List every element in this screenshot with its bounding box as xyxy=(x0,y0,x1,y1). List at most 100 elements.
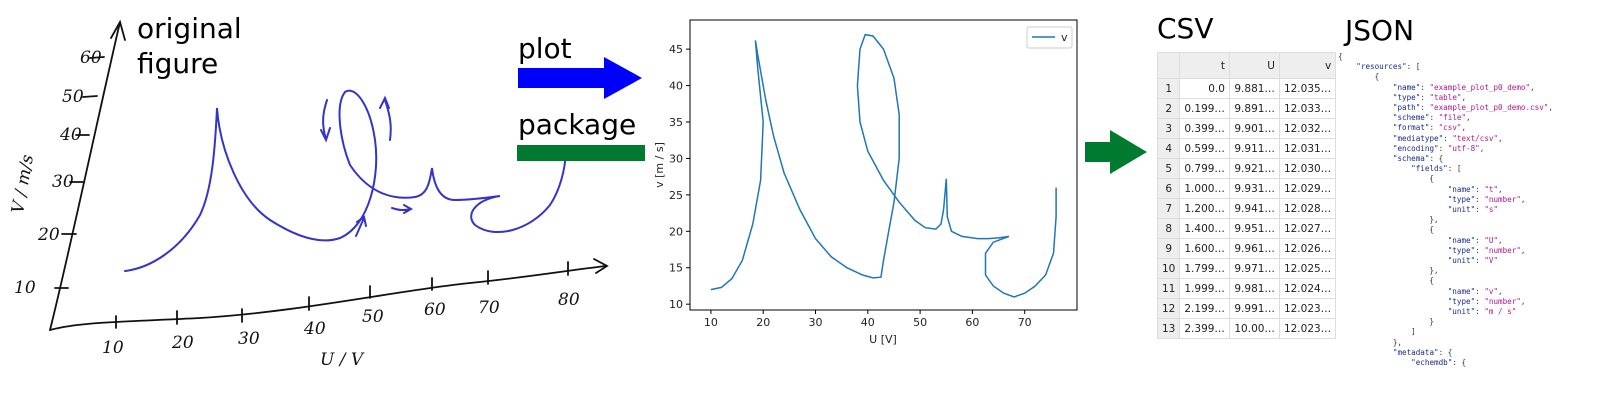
table-cell: 0.199… xyxy=(1179,98,1230,119)
x-tick-label: 70 xyxy=(1018,316,1032,329)
table-cell: 9.921… xyxy=(1228,158,1280,179)
json-line: "name": "v", xyxy=(1447,286,1503,296)
table-cell: 9.911… xyxy=(1228,138,1280,159)
json-line: ] xyxy=(1338,327,1416,337)
table-cell: 4 xyxy=(1156,138,1181,159)
json-line: "type": "number", xyxy=(1447,296,1526,306)
table-cell: 12.028… xyxy=(1278,198,1337,219)
y-tick-label: 15 xyxy=(669,262,683,275)
table-cell: 9.891… xyxy=(1228,98,1280,119)
table-cell: 1.000… xyxy=(1179,178,1230,199)
sketch-title: original xyxy=(137,12,242,45)
sketch-x-tick: 30 xyxy=(238,329,260,349)
sketch-x-tick: 60 xyxy=(424,300,446,320)
table-cell: 5 xyxy=(1156,158,1181,179)
x-tick-label: 20 xyxy=(756,316,770,329)
table-cell xyxy=(1156,52,1181,79)
table-cell: 9.991… xyxy=(1228,298,1280,319)
json-line: "type": "number", xyxy=(1447,194,1526,204)
table-row: 12 2.199… 9.991… 12.023… xyxy=(1156,298,1337,319)
json-line: "unit": "V" xyxy=(1447,256,1499,266)
json-line: "unit": "s" xyxy=(1447,205,1499,215)
y-tick-label: 25 xyxy=(669,189,683,202)
table-cell: 1.400… xyxy=(1179,218,1230,239)
table-cell: 10.00… xyxy=(1228,318,1280,339)
table-cell: 12 xyxy=(1156,298,1181,319)
json-line: "encoding": "utf-8", xyxy=(1392,143,1485,153)
table-cell: 11 xyxy=(1156,278,1181,299)
table-cell: 9.981… xyxy=(1228,278,1280,299)
sketch-x-tick: 40 xyxy=(303,319,326,339)
y-tick-label: 20 xyxy=(669,225,683,238)
json-line: "type": "table", xyxy=(1392,92,1467,102)
sketch-title: figure xyxy=(137,47,218,80)
json-line: "name": "U", xyxy=(1447,235,1503,245)
table-cell: 9.971… xyxy=(1228,258,1280,279)
sketch-y-tick: 40 xyxy=(59,125,82,145)
json-line: "mediatype": "text/csv", xyxy=(1392,133,1503,143)
json-line: "resources": [ xyxy=(1356,62,1421,72)
package-arrow xyxy=(1085,130,1147,174)
sketch-x-tick: 70 xyxy=(478,298,500,318)
table-cell: 9 xyxy=(1156,238,1181,259)
json-line: "type": "number", xyxy=(1447,245,1526,255)
table-cell: 1.200… xyxy=(1179,198,1230,219)
json-line: { xyxy=(1338,225,1435,235)
table-cell: 1.999… xyxy=(1179,278,1230,299)
table-cell: 1 xyxy=(1156,78,1181,99)
y-tick-label: 35 xyxy=(669,116,683,129)
plot-frame xyxy=(689,19,1078,311)
table-row: 4 0.599… 9.911… 12.031… xyxy=(1156,138,1337,159)
table-row: 11 1.999… 9.981… 12.024… xyxy=(1156,278,1337,299)
x-tick-label: 30 xyxy=(809,316,823,329)
json-line: "schema": { xyxy=(1392,154,1444,164)
json-line: "scheme": "file", xyxy=(1392,113,1471,123)
table-cell: 1.600… xyxy=(1179,238,1230,259)
x-tick-label: 10 xyxy=(704,316,718,329)
json-line: { xyxy=(1338,276,1435,286)
json-line: }, xyxy=(1338,337,1403,347)
json-line: "echemdb": { xyxy=(1411,358,1467,368)
sketch-x-tick: 10 xyxy=(102,338,124,358)
table-row: 13 2.399… 10.00… 12.023… xyxy=(1156,318,1337,339)
table-cell: 8 xyxy=(1156,218,1181,239)
json-line: { xyxy=(1338,52,1343,61)
table-cell: 0.599… xyxy=(1179,138,1230,159)
table-cell: 9.961… xyxy=(1228,238,1280,259)
table-cell: 12.033… xyxy=(1278,98,1337,119)
sketch-x-tick: 20 xyxy=(171,333,194,353)
json-line: "format": "csv", xyxy=(1392,123,1467,133)
table-row: 2 0.199… 9.891… 12.033… xyxy=(1156,98,1337,119)
table-row: 1 0.0 9.881… 12.035… xyxy=(1156,78,1337,99)
sketch-y-tick: 20 xyxy=(37,225,60,245)
table-cell: v xyxy=(1278,52,1337,79)
csv-title: CSV xyxy=(1157,12,1213,45)
x-tick-label: 50 xyxy=(913,316,927,329)
table-row: 5 0.799… 9.921… 12.030… xyxy=(1156,158,1337,179)
y-tick-label: 10 xyxy=(669,298,683,311)
table-cell: 9.951… xyxy=(1228,218,1280,239)
table-cell: 12.035… xyxy=(1278,78,1337,99)
table-cell: 0.799… xyxy=(1179,158,1230,179)
json-line: }, xyxy=(1338,215,1439,225)
plot-label: plot xyxy=(518,32,572,65)
package-bar xyxy=(517,145,645,161)
json-line: "path": "example_plot_p0_demo.csv", xyxy=(1392,103,1553,113)
table-row: 8 1.400… 9.951… 12.027… xyxy=(1156,218,1337,239)
sketch-y-tick: 30 xyxy=(52,172,74,192)
table-cell: 12.023… xyxy=(1278,318,1337,339)
table-cell: 9.941… xyxy=(1228,198,1280,219)
json-line: "unit": "m / s" xyxy=(1447,307,1517,317)
table-cell: 9.901… xyxy=(1228,118,1280,139)
sketch-y-tick: 60 xyxy=(80,48,102,68)
table-cell: 10 xyxy=(1156,258,1181,279)
table-row: 10 1.799… 9.971… 12.025… xyxy=(1156,258,1337,279)
table-cell: 12.032… xyxy=(1278,118,1337,139)
table-row: 7 1.200… 9.941… 12.028… xyxy=(1156,198,1337,219)
table-cell: 12.023… xyxy=(1278,298,1337,319)
table-cell: 0.399… xyxy=(1179,118,1230,139)
table-cell: 2.399… xyxy=(1179,318,1230,339)
json-line: { xyxy=(1338,174,1435,184)
